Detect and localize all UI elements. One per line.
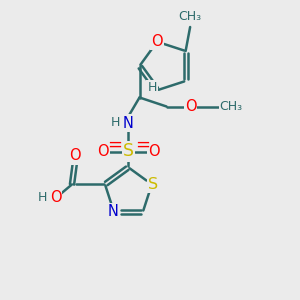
Text: H: H bbox=[111, 116, 120, 130]
Text: N: N bbox=[108, 204, 118, 219]
Text: H: H bbox=[147, 81, 157, 94]
Text: O: O bbox=[148, 144, 160, 159]
Text: N: N bbox=[123, 116, 134, 130]
Text: O: O bbox=[97, 144, 109, 159]
Text: O: O bbox=[50, 190, 61, 206]
Text: =: = bbox=[135, 136, 150, 154]
Text: =: = bbox=[107, 136, 122, 154]
Text: CH₃: CH₃ bbox=[219, 100, 243, 113]
Text: O: O bbox=[69, 148, 81, 164]
Text: O: O bbox=[151, 34, 163, 49]
Text: O: O bbox=[185, 99, 196, 114]
Text: CH₃: CH₃ bbox=[178, 10, 202, 23]
Text: S: S bbox=[148, 177, 158, 192]
Text: S: S bbox=[123, 142, 134, 160]
Text: H: H bbox=[38, 191, 48, 204]
